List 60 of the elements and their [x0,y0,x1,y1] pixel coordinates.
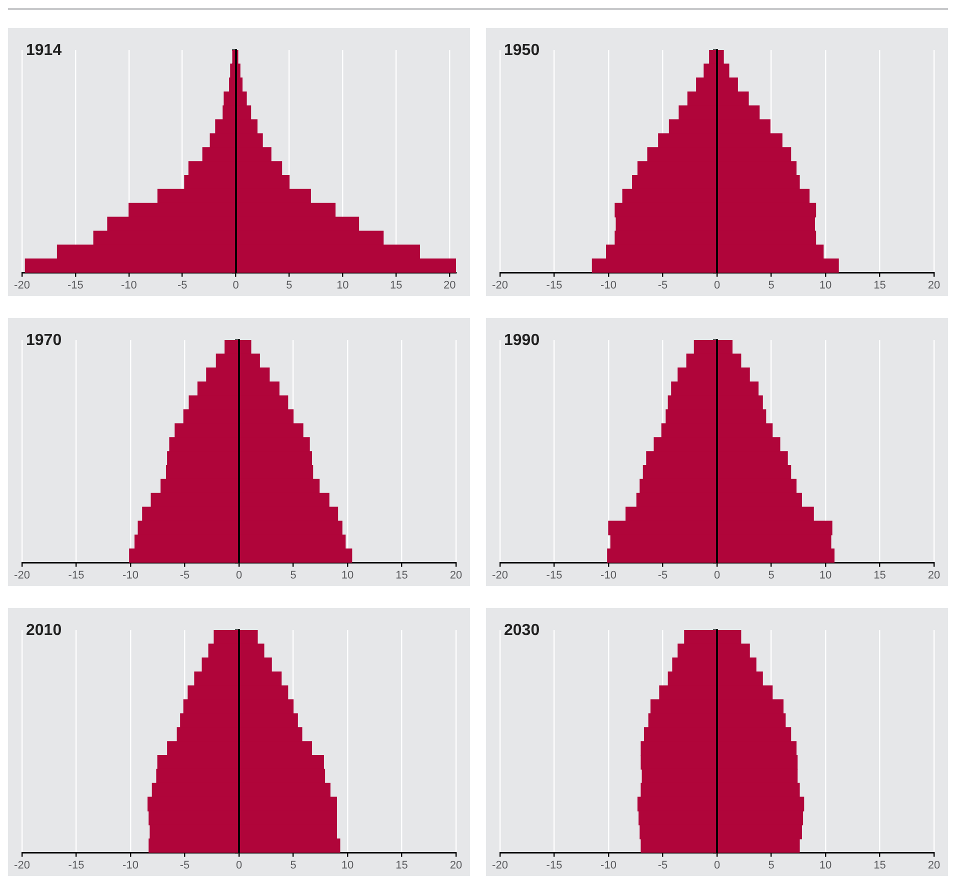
x-tick-label: 10 [336,279,349,292]
x-tick-label: 15 [390,279,402,292]
x-tick-label: 15 [396,569,408,582]
x-tick-label: -20 [14,569,30,582]
x-tick-label: 15 [874,859,886,872]
x-tick-label: -5 [658,569,668,582]
x-tick-label: -15 [68,569,84,582]
x-tick-label: -5 [180,569,190,582]
x-tick-label: 5 [290,859,296,872]
x-tick-label: 10 [819,859,832,872]
x-tick-label: 0 [236,569,242,582]
x-tick-label: 20 [450,859,462,872]
x-tick-label: -5 [180,859,190,872]
x-tick-label: 0 [232,279,239,292]
x-tick-label: 15 [874,569,886,582]
x-tick-label: -20 [492,569,508,582]
x-tick-label: 20 [928,859,940,872]
x-tick-label: -10 [120,279,137,292]
x-tick-label: -15 [546,279,562,292]
x-tick-label: 10 [341,859,354,872]
x-tick-label: 20 [928,569,940,582]
x-tick-label: -15 [68,859,84,872]
x-tick-label: -15 [67,279,84,292]
x-tick-label: 5 [768,279,774,292]
x-tick-label: 5 [768,859,774,872]
x-tick-label: -5 [658,279,668,292]
x-tick-label: -20 [14,859,30,872]
x-tick-label: 20 [443,279,456,292]
x-tick-label: 10 [819,569,832,582]
x-tick-label: -20 [492,859,508,872]
x-tick-label: 15 [396,859,408,872]
x-tick-label: 20 [928,279,940,292]
x-tick-label: -5 [658,859,668,872]
chart-title: 1990 [504,332,540,350]
x-tick-label: 0 [714,859,720,872]
x-tick-label: -10 [122,859,138,872]
x-tick-label: -10 [600,859,616,872]
x-tick-label: 15 [874,279,886,292]
x-tick-label: 10 [341,569,354,582]
x-tick-label: 10 [819,279,832,292]
x-tick-label: -15 [546,569,562,582]
x-tick-label: 0 [236,859,242,872]
chart-title: 1950 [504,42,540,60]
chart-title: 2030 [504,622,540,640]
chart-title: 2010 [26,622,62,640]
x-tick-label: 5 [286,279,292,292]
x-tick-label: 5 [768,569,774,582]
x-tick-label: -10 [600,569,616,582]
x-tick-label: -5 [177,279,188,292]
x-tick-label: 20 [450,569,462,582]
x-tick-label: 0 [714,569,720,582]
chart-title: 1914 [26,42,62,60]
chart-title: 1970 [26,332,62,350]
x-tick-label: -10 [600,279,616,292]
x-tick-label: -10 [122,569,138,582]
x-tick-label: -20 [492,279,508,292]
x-tick-label: -15 [546,859,562,872]
x-tick-label: 0 [714,279,720,292]
x-tick-label: 5 [290,569,296,582]
x-tick-label: -20 [14,279,30,292]
